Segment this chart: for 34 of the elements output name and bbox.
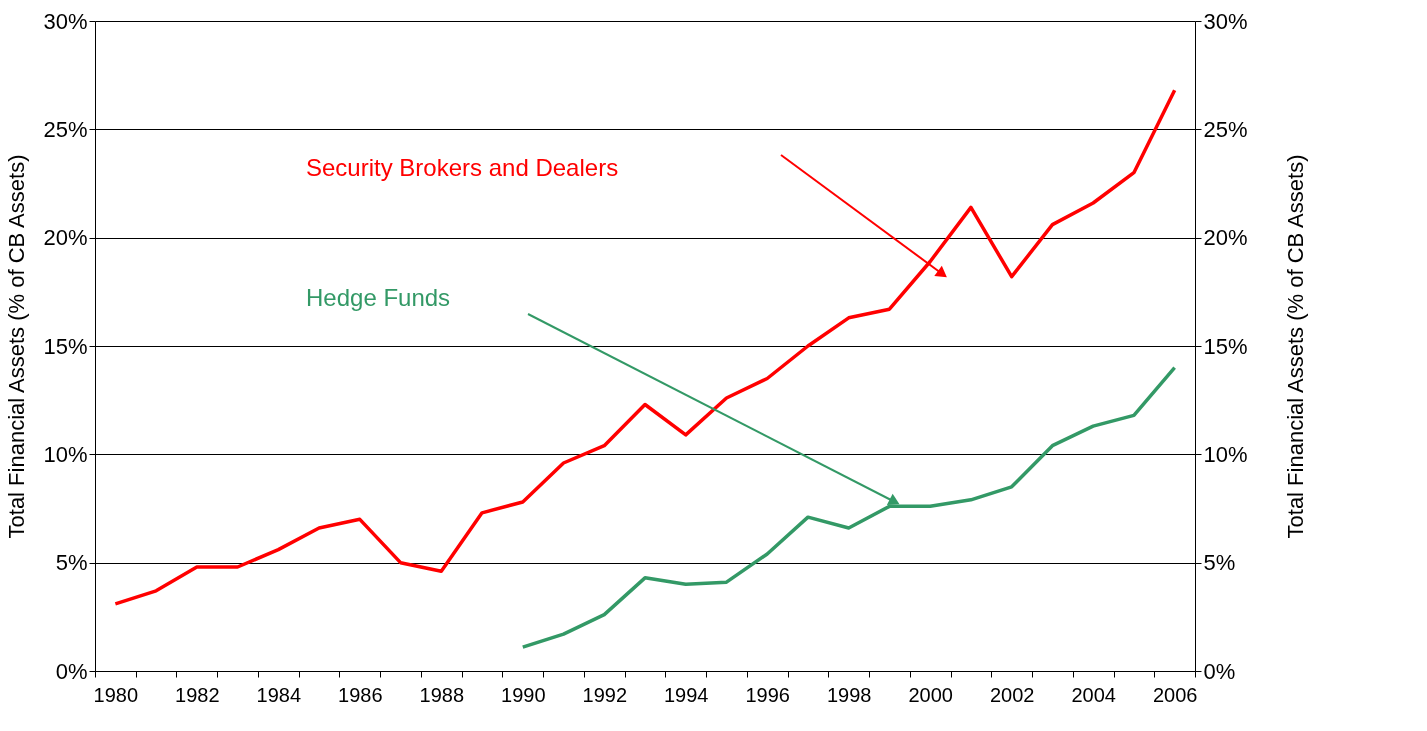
x-tick-label: 1982 (175, 683, 220, 706)
x-tick-label: 1984 (256, 683, 302, 706)
y-tick-label: 25% (43, 116, 88, 142)
x-tick-label: 1998 (826, 683, 872, 706)
line-series (521, 365, 1177, 649)
x-tick-label: 1986 (338, 683, 383, 706)
x-tick-label: 2002 (989, 683, 1035, 706)
x-tick-label: 1996 (745, 683, 790, 706)
text: Hedge Funds (306, 284, 451, 311)
line-series (113, 88, 1177, 606)
y2-tick-label: 25% (1203, 116, 1248, 142)
x-tick-label: 1980 (93, 683, 139, 706)
x-tick-label: 1994 (663, 683, 709, 706)
y2-tick-label: 10% (1203, 441, 1248, 467)
y-axis-title: Total Financial Assets (% of CB Assets) (4, 154, 30, 539)
y-tick-label: 20% (43, 225, 88, 251)
y2-axis-title: Total Financial Assets (% of CB Assets) (1282, 154, 1308, 539)
y2-tick-label: 20% (1203, 225, 1248, 251)
y-tick-label: 15% (43, 333, 88, 359)
y-tick-label: 10% (43, 441, 88, 467)
x-tick-label: 2000 (908, 683, 953, 706)
x-tick-label: 2006 (1152, 683, 1198, 706)
y2-tick-label: 15% (1203, 333, 1248, 359)
x-tick-label: 1992 (582, 683, 628, 706)
y2-tick-label: 30% (1203, 8, 1248, 34)
y-tick-label: 0% (55, 658, 88, 684)
text: Security Brokers and Dealers (306, 154, 619, 181)
y2-tick-label: 0% (1203, 658, 1236, 684)
y-tick-label: 5% (55, 550, 88, 576)
y-tick-label: 30% (43, 8, 88, 34)
y2-tick-label: 5% (1203, 550, 1236, 576)
x-tick-label: 1988 (419, 683, 465, 706)
x-tick-label: 2004 (1071, 683, 1116, 706)
x-tick-label: 1990 (501, 683, 546, 706)
